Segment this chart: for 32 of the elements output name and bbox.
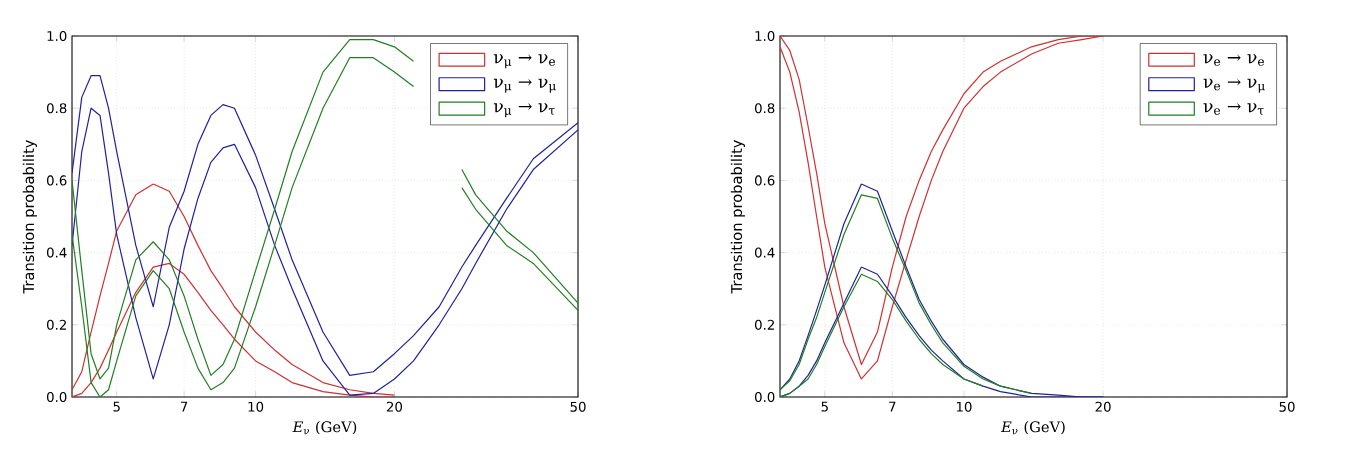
- y-axis-title: Transition probability: [730, 139, 745, 294]
- y-tick-label: 0.2: [46, 319, 66, 330]
- y-tick-label: 1.0: [47, 30, 67, 42]
- y-tick-label: 0.4: [46, 247, 67, 258]
- x-tick-label: 20: [386, 401, 403, 412]
- x-tick-label: 50: [570, 401, 586, 412]
- x-tick-label: 10: [248, 401, 264, 412]
- x-tick-label: 10: [956, 401, 972, 412]
- legend-label: ν$_{e}$ → ν$_{μ}$: [1203, 78, 1265, 93]
- x-tick-label: 5: [821, 401, 828, 412]
- legend-label: ν$_{e}$ → ν$_{e}$: [1203, 54, 1264, 66]
- legend-label: ν$_{μ}$ → ν$_{e}$: [493, 54, 555, 69]
- y-tick-label: 0.8: [46, 103, 67, 114]
- legend-label: ν$_{e}$ → ν$_{τ}$: [1203, 103, 1264, 115]
- y-tick-label: 0.6: [754, 175, 775, 186]
- x-tick-label: 7: [889, 401, 896, 412]
- legend-label: ν$_{μ}$ → ν$_{μ}$: [493, 78, 556, 93]
- y-axis-title: Transition probability: [22, 139, 37, 294]
- y-tick-label: 0.0: [754, 391, 775, 403]
- y-tick-label: 0.0: [46, 391, 67, 403]
- x-tick-label: 5: [113, 401, 120, 412]
- y-tick-label: 0.4: [754, 247, 775, 258]
- x-tick-label: 50: [1279, 401, 1295, 412]
- y-tick-label: 0.6: [46, 175, 67, 186]
- x-axis-title: E$_{ν}$ (GeV): [1000, 420, 1065, 435]
- x-axis-title: E$_{ν}$ (GeV): [292, 420, 357, 435]
- y-tick-label: 0.8: [754, 103, 775, 114]
- legend-label: ν$_{μ}$ → ν$_{τ}$: [493, 103, 555, 118]
- y-tick-label: 0.2: [754, 319, 774, 330]
- x-tick-label: 20: [1095, 401, 1111, 412]
- x-tick-label: 7: [180, 401, 188, 412]
- y-tick-label: 1.0: [755, 30, 775, 42]
